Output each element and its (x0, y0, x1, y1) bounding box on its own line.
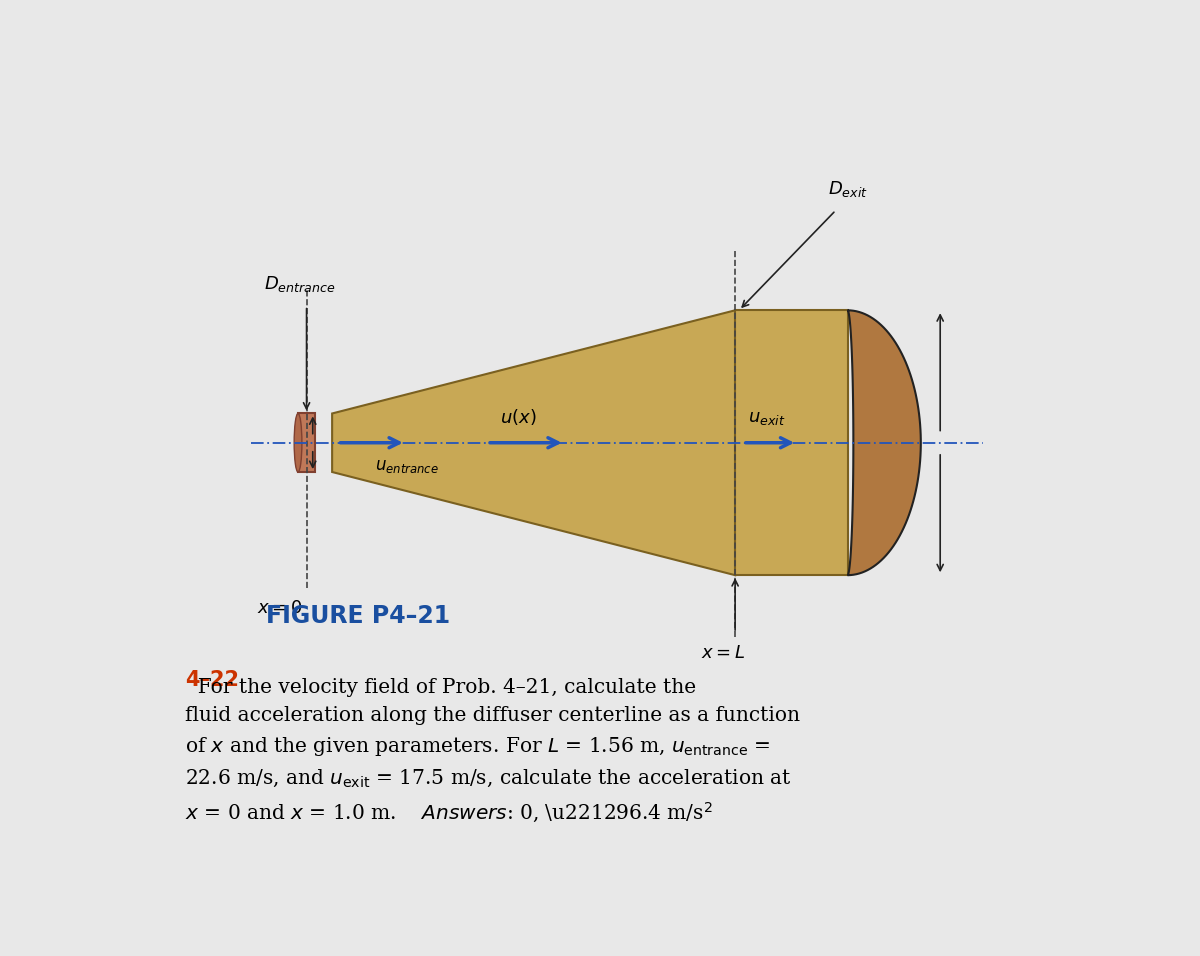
Text: $D_{\mathregular{exit}}$: $D_{\mathregular{exit}}$ (828, 179, 868, 199)
Text: 4–22: 4–22 (185, 670, 239, 690)
Text: For the velocity field of Prob. 4–21, calculate the
fluid acceleration along the: For the velocity field of Prob. 4–21, ca… (185, 678, 800, 824)
Bar (736, 311, 847, 576)
Text: $u(x)$: $u(x)$ (500, 407, 536, 427)
Polygon shape (847, 311, 920, 576)
Polygon shape (332, 311, 736, 576)
Text: $x = 0$: $x = 0$ (257, 599, 302, 617)
Text: FIGURE P4–21: FIGURE P4–21 (266, 604, 450, 628)
Text: $D_{\mathregular{entrance}}$: $D_{\mathregular{entrance}}$ (264, 274, 336, 294)
Text: $u_{\mathregular{exit}}$: $u_{\mathregular{exit}}$ (749, 409, 786, 427)
Ellipse shape (294, 414, 302, 472)
Bar (298, 414, 316, 472)
Text: $u_{\mathregular{entrance}}$: $u_{\mathregular{entrance}}$ (374, 457, 439, 474)
Text: $x = L$: $x = L$ (702, 644, 745, 663)
